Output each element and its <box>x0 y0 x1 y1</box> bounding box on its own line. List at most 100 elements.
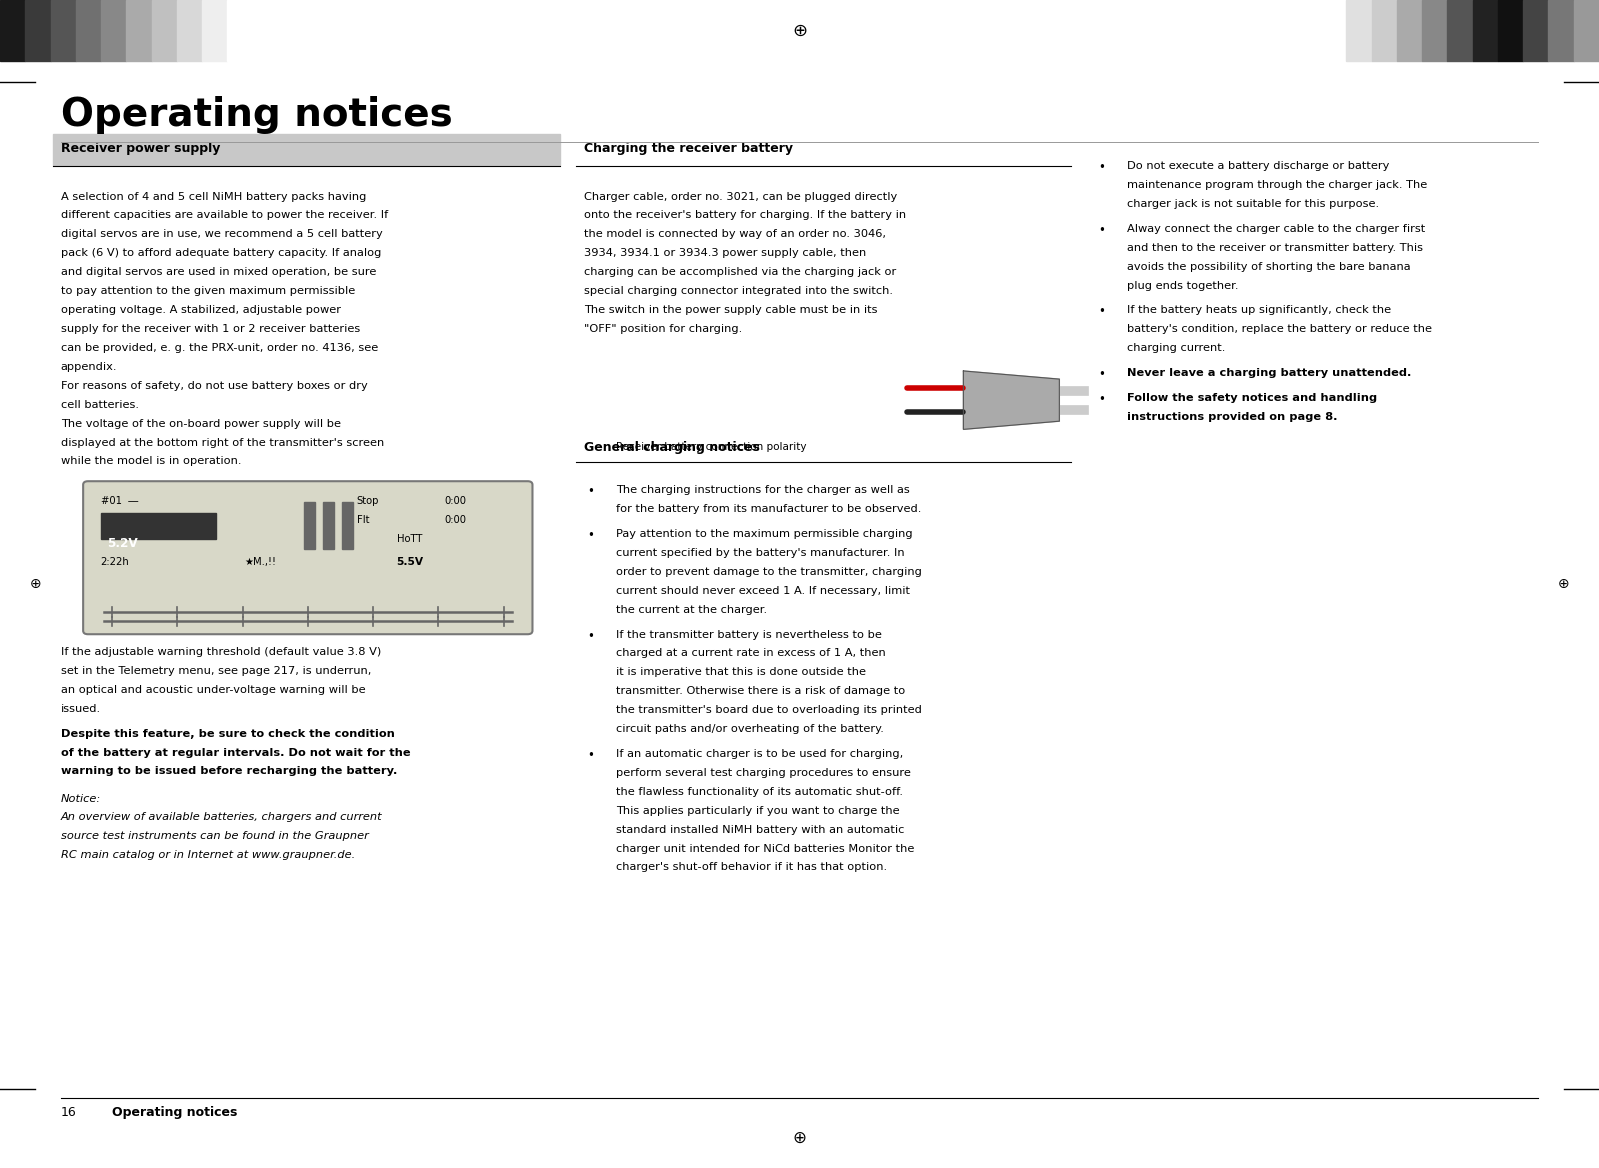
Text: Never leave a charging battery unattended.: Never leave a charging battery unattende… <box>1127 368 1412 378</box>
Text: Do not execute a battery discharge or battery: Do not execute a battery discharge or ba… <box>1127 161 1390 172</box>
Text: it is imperative that this is done outside the: it is imperative that this is done outsi… <box>616 667 865 677</box>
Text: Charger cable, order no. 3021, can be plugged directly: Charger cable, order no. 3021, can be pl… <box>584 192 897 202</box>
Text: 16: 16 <box>61 1106 77 1119</box>
Text: charging can be accomplished via the charging jack or: charging can be accomplished via the cha… <box>584 267 895 277</box>
Text: Alway connect the charger cable to the charger first: Alway connect the charger cable to the c… <box>1127 224 1426 234</box>
Text: instructions provided on page 8.: instructions provided on page 8. <box>1127 411 1338 422</box>
Bar <box>227 0 253 61</box>
Text: ★M.,!!: ★M.,!! <box>245 557 277 566</box>
Text: A selection of 4 and 5 cell NiMH battery packs having: A selection of 4 and 5 cell NiMH battery… <box>61 192 366 202</box>
Bar <box>201 0 227 61</box>
Text: for the battery from its manufacturer to be observed.: for the battery from its manufacturer to… <box>616 505 921 514</box>
Text: 0:00: 0:00 <box>445 515 467 526</box>
Text: 5.5V: 5.5V <box>397 557 424 566</box>
Text: •: • <box>1099 305 1105 319</box>
Bar <box>126 0 152 61</box>
Text: General charging notices: General charging notices <box>584 442 760 454</box>
Text: •: • <box>1099 392 1105 405</box>
Text: #01  ―: #01 ― <box>101 496 138 507</box>
Bar <box>53 134 560 165</box>
Bar <box>1548 0 1573 61</box>
Text: to pay attention to the given maximum permissible: to pay attention to the given maximum pe… <box>61 286 355 297</box>
Text: This applies particularly if you want to charge the: This applies particularly if you want to… <box>616 806 899 815</box>
Text: order to prevent damage to the transmitter, charging: order to prevent damage to the transmitt… <box>616 566 921 577</box>
Text: The switch in the power supply cable must be in its: The switch in the power supply cable mus… <box>584 305 878 315</box>
Text: and digital servos are used in mixed operation, be sure: and digital servos are used in mixed ope… <box>61 267 376 277</box>
Bar <box>75 0 101 61</box>
Bar <box>1573 0 1599 61</box>
Bar <box>304 502 315 549</box>
Text: of the battery at regular intervals. Do not wait for the: of the battery at regular intervals. Do … <box>61 748 411 758</box>
Text: 2:22h: 2:22h <box>101 557 130 566</box>
Text: ⊕: ⊕ <box>1557 577 1570 591</box>
Bar <box>177 0 201 61</box>
Text: standard installed NiMH battery with an automatic: standard installed NiMH battery with an … <box>616 825 903 835</box>
Text: •: • <box>587 749 593 762</box>
Bar <box>1398 0 1422 61</box>
Bar <box>101 0 126 61</box>
Text: If the battery heats up significantly, check the: If the battery heats up significantly, c… <box>1127 305 1391 315</box>
Text: transmitter. Otherwise there is a risk of damage to: transmitter. Otherwise there is a risk o… <box>616 687 905 696</box>
Bar <box>101 513 216 538</box>
Text: warning to be issued before recharging the battery.: warning to be issued before recharging t… <box>61 766 397 777</box>
Text: For reasons of safety, do not use battery boxes or dry: For reasons of safety, do not use batter… <box>61 381 368 391</box>
Text: operating voltage. A stabilized, adjustable power: operating voltage. A stabilized, adjusta… <box>61 305 341 315</box>
Bar <box>1060 387 1087 396</box>
Text: If the adjustable warning threshold (default value 3.8 V): If the adjustable warning threshold (def… <box>61 647 381 658</box>
Text: the current at the charger.: the current at the charger. <box>616 605 768 614</box>
Bar <box>1498 0 1524 61</box>
Text: maintenance program through the charger jack. The: maintenance program through the charger … <box>1127 180 1428 190</box>
Text: can be provided, e. g. the PRX-unit, order no. 4136, see: can be provided, e. g. the PRX-unit, ord… <box>61 343 377 353</box>
Text: displayed at the bottom right of the transmitter's screen: displayed at the bottom right of the tra… <box>61 438 384 447</box>
Text: •: • <box>587 529 593 542</box>
Text: Notice:: Notice: <box>61 793 101 804</box>
Polygon shape <box>963 371 1060 430</box>
Text: the model is connected by way of an order no. 3046,: the model is connected by way of an orde… <box>584 229 886 239</box>
Bar <box>1060 405 1087 415</box>
Text: the transmitter's board due to overloading its printed: the transmitter's board due to overloadi… <box>616 705 921 715</box>
Bar <box>152 0 177 61</box>
Text: HoTT: HoTT <box>397 534 422 544</box>
Text: If the transmitter battery is nevertheless to be: If the transmitter battery is neverthele… <box>616 630 881 640</box>
Text: the flawless functionality of its automatic shut-off.: the flawless functionality of its automa… <box>616 787 902 797</box>
Text: issued.: issued. <box>61 704 101 714</box>
Text: charger's shut-off behavior if it has that option.: charger's shut-off behavior if it has th… <box>616 862 887 872</box>
Bar <box>1422 0 1447 61</box>
Text: perform several test charging procedures to ensure: perform several test charging procedures… <box>616 767 910 778</box>
Text: source test instruments can be found in the Graupner: source test instruments can be found in … <box>61 832 368 841</box>
Text: •: • <box>1099 161 1105 174</box>
Text: onto the receiver's battery for charging. If the battery in: onto the receiver's battery for charging… <box>584 210 905 221</box>
Text: cell batteries.: cell batteries. <box>61 399 139 410</box>
Text: circuit paths and/or overheating of the battery.: circuit paths and/or overheating of the … <box>616 724 884 735</box>
Text: charged at a current rate in excess of 1 A, then: charged at a current rate in excess of 1… <box>616 648 886 659</box>
Text: special charging connector integrated into the switch.: special charging connector integrated in… <box>584 286 892 297</box>
Text: ⊕: ⊕ <box>793 1128 806 1147</box>
Text: while the model is in operation.: while the model is in operation. <box>61 457 241 466</box>
Text: 5.2V: 5.2V <box>107 536 138 550</box>
Text: set in the Telemetry menu, see page 217, is underrun,: set in the Telemetry menu, see page 217,… <box>61 666 371 676</box>
Text: pack (6 V) to afford adequate battery capacity. If analog: pack (6 V) to afford adequate battery ca… <box>61 249 381 258</box>
Text: Receiver battery connection polarity: Receiver battery connection polarity <box>616 443 806 452</box>
Text: charger jack is not suitable for this purpose.: charger jack is not suitable for this pu… <box>1127 199 1380 209</box>
Text: •: • <box>1099 224 1105 237</box>
Text: Stop: Stop <box>357 496 379 507</box>
Bar <box>342 502 353 549</box>
Text: Charging the receiver battery: Charging the receiver battery <box>584 142 793 155</box>
Text: digital servos are in use, we recommend a 5 cell battery: digital servos are in use, we recommend … <box>61 229 382 239</box>
Bar <box>26 0 51 61</box>
Text: charger unit intended for NiCd batteries Monitor the: charger unit intended for NiCd batteries… <box>616 843 915 854</box>
Text: current specified by the battery's manufacturer. In: current specified by the battery's manuf… <box>616 548 905 558</box>
Text: ⊕: ⊕ <box>792 21 807 40</box>
Bar <box>1372 0 1398 61</box>
Text: •: • <box>1099 368 1105 381</box>
Bar <box>1473 0 1498 61</box>
Text: If an automatic charger is to be used for charging,: If an automatic charger is to be used fo… <box>616 749 903 759</box>
Text: an optical and acoustic under-voltage warning will be: an optical and acoustic under-voltage wa… <box>61 684 366 695</box>
Text: •: • <box>587 630 593 642</box>
Text: Follow the safety notices and handling: Follow the safety notices and handling <box>1127 392 1377 403</box>
Text: current should never exceed 1 A. If necessary, limit: current should never exceed 1 A. If nece… <box>616 586 910 596</box>
Text: Despite this feature, be sure to check the condition: Despite this feature, be sure to check t… <box>61 729 395 738</box>
Text: appendix.: appendix. <box>61 362 117 371</box>
Text: 0:00: 0:00 <box>445 496 467 507</box>
Text: plug ends together.: plug ends together. <box>1127 280 1239 291</box>
